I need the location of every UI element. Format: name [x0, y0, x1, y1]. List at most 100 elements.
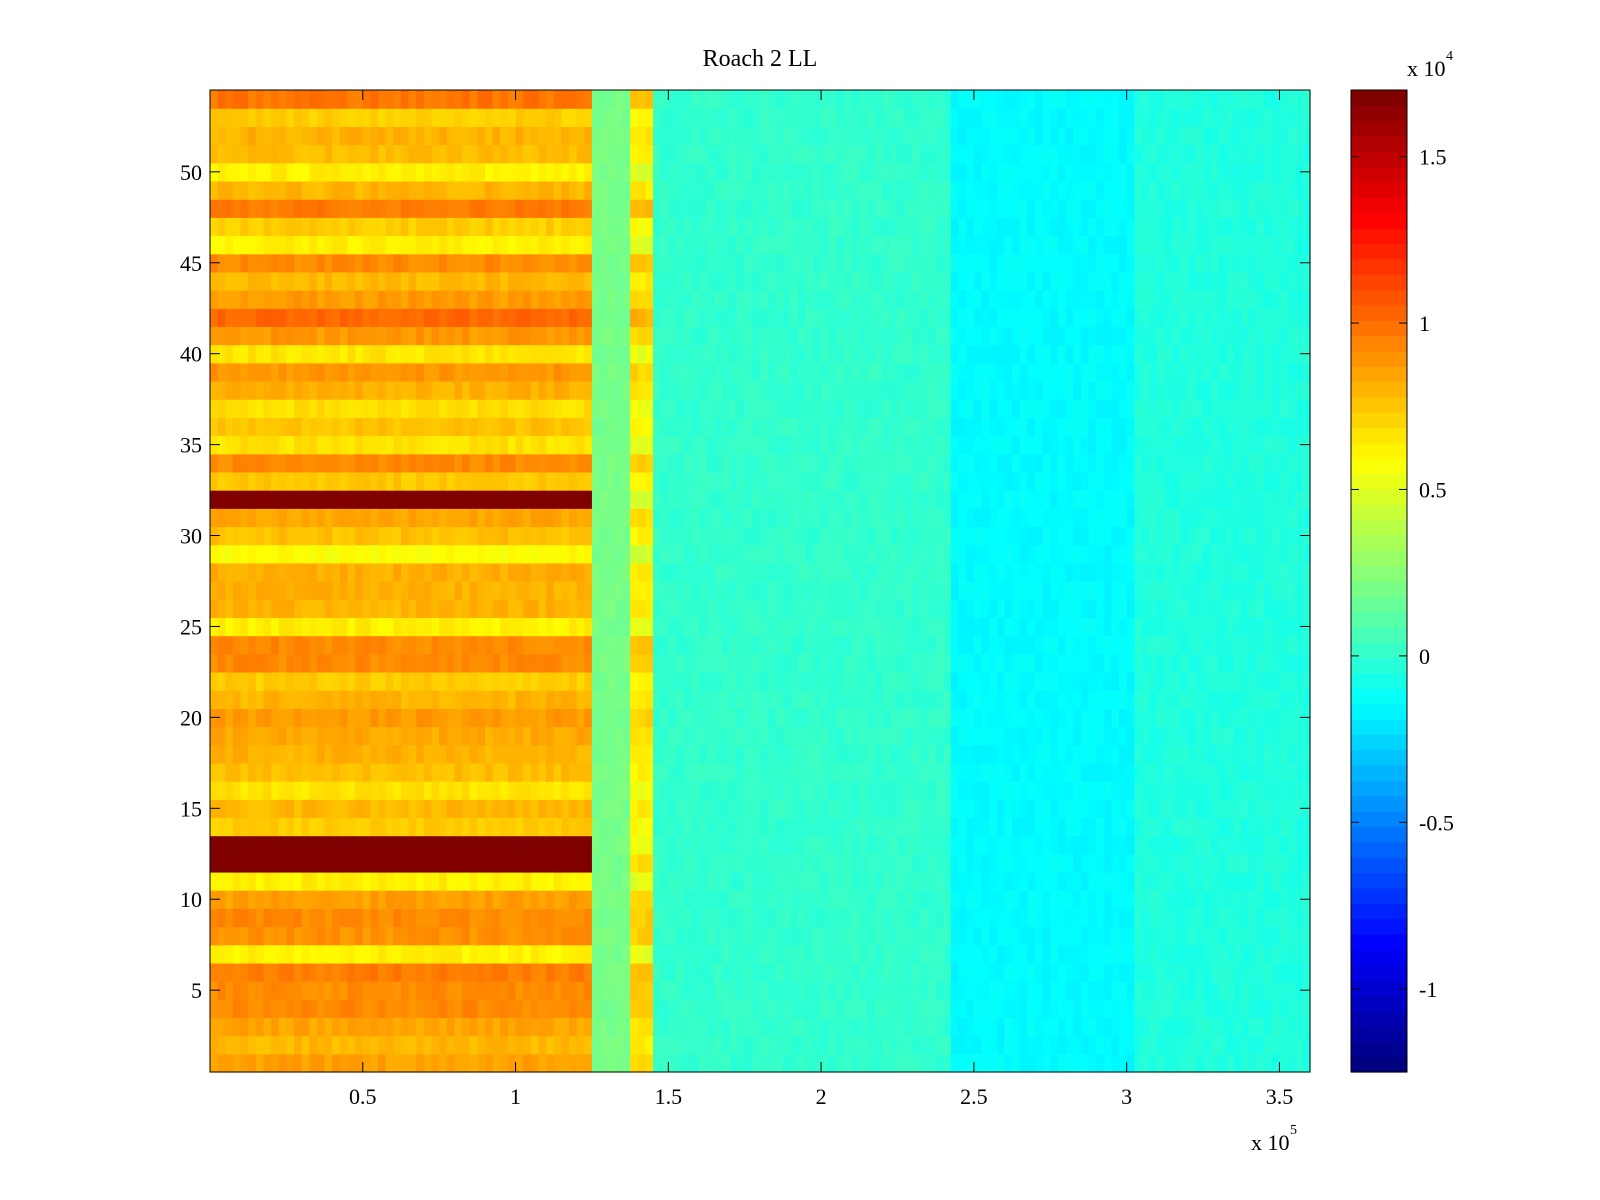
heatmap-cell: [530, 781, 540, 800]
heatmap-cell: [1080, 908, 1090, 928]
heatmap-cell: [668, 871, 677, 891]
heatmap-cell: [1256, 962, 1265, 982]
heatmap-cell: [882, 762, 891, 782]
heatmap-cell: [706, 981, 715, 1000]
heatmap-cell: [706, 453, 715, 473]
heatmap-cell: [1225, 1035, 1235, 1055]
heatmap-cell: [546, 671, 555, 691]
heatmap-cell: [569, 981, 578, 1000]
heatmap-cell: [584, 653, 593, 673]
heatmap-cell: [1164, 908, 1174, 928]
heatmap-cell: [309, 762, 318, 782]
heatmap-cell: [1134, 1035, 1143, 1055]
heatmap-cell: [729, 781, 738, 800]
heatmap-cell: [569, 490, 578, 509]
heatmap-cell: [721, 453, 731, 473]
heatmap-cell: [1073, 871, 1082, 891]
heatmap-cell: [851, 944, 860, 964]
heatmap-cell: [400, 817, 410, 837]
heatmap-cell: [1218, 690, 1227, 709]
heatmap-cell: [400, 471, 410, 491]
heatmap-cell: [844, 890, 853, 909]
heatmap-cell: [950, 762, 960, 782]
heatmap-cell: [393, 817, 402, 837]
heatmap-cell: [385, 999, 394, 1019]
heatmap-cell: [813, 762, 822, 782]
heatmap-cell: [989, 1017, 998, 1037]
heatmap-cell: [1073, 635, 1082, 655]
heatmap-cell: [523, 871, 532, 891]
heatmap-cell: [1050, 490, 1059, 509]
heatmap-cell: [263, 490, 272, 509]
heatmap-cell: [591, 562, 601, 582]
heatmap-cell: [760, 1053, 769, 1073]
heatmap-cell: [507, 853, 517, 873]
heatmap-cell: [897, 926, 906, 946]
heatmap-cell: [874, 890, 883, 909]
heatmap-cell: [1302, 599, 1311, 618]
heatmap-cell: [332, 981, 341, 1000]
heatmap-cell: [675, 890, 685, 909]
heatmap-cell: [347, 926, 356, 946]
heatmap-cell: [920, 526, 929, 546]
heatmap-cell: [362, 999, 372, 1019]
heatmap-cell: [973, 781, 983, 800]
heatmap-cell: [996, 690, 1006, 709]
heatmap-cell: [813, 981, 822, 1000]
heatmap-cell: [485, 508, 494, 528]
heatmap-cell: [668, 708, 677, 728]
heatmap-cell: [423, 926, 433, 946]
heatmap-cell: [576, 890, 585, 909]
heatmap-cell: [454, 999, 463, 1019]
heatmap-cell: [370, 508, 379, 528]
heatmap-cell: [1256, 1035, 1265, 1055]
heatmap-cell: [538, 799, 547, 819]
heatmap-cell: [912, 835, 922, 855]
heatmap-cell: [630, 744, 639, 764]
heatmap-cell: [1012, 653, 1021, 673]
heatmap-cell: [798, 999, 807, 1019]
heatmap-cell: [607, 453, 616, 473]
heatmap-cell: [576, 926, 585, 946]
heatmap-cell: [248, 453, 257, 473]
heatmap-cell: [1210, 890, 1219, 909]
heatmap-cell: [1103, 599, 1112, 618]
heatmap-cell: [446, 908, 456, 928]
heatmap-cell: [1134, 635, 1143, 655]
heatmap-cell: [439, 526, 448, 546]
heatmap-cell: [782, 744, 792, 764]
heatmap-cell: [1264, 490, 1273, 509]
heatmap-cell: [622, 562, 631, 582]
heatmap-cell: [729, 490, 738, 509]
heatmap-cell: [1271, 726, 1281, 746]
heatmap-cell: [851, 799, 860, 819]
heatmap-cell: [286, 435, 295, 455]
heatmap-cell: [1195, 999, 1204, 1019]
heatmap-cell: [614, 581, 624, 600]
heatmap-cell: [1180, 962, 1189, 982]
heatmap-cell: [645, 526, 654, 546]
heatmap-cell: [286, 653, 295, 673]
heatmap-cell: [316, 508, 326, 528]
heatmap-cell: [485, 690, 494, 709]
heatmap-cell: [943, 853, 952, 873]
heatmap-cell: [546, 1035, 555, 1055]
heatmap-cell: [500, 908, 509, 928]
heatmap-cell: [309, 508, 318, 528]
heatmap-cell: [1279, 508, 1288, 528]
heatmap-cell: [423, 944, 433, 964]
heatmap-cell: [653, 617, 662, 637]
heatmap-cell: [1225, 508, 1235, 528]
heatmap-cell: [851, 653, 860, 673]
heatmap-cell: [989, 544, 998, 564]
heatmap-cell: [668, 581, 677, 600]
heatmap-cell: [996, 762, 1006, 782]
heatmap-cell: [591, 544, 601, 564]
heatmap-cell: [966, 690, 975, 709]
heatmap-cell: [691, 708, 700, 728]
heatmap-cell: [1218, 999, 1227, 1019]
heatmap-cell: [798, 817, 807, 837]
heatmap-cell: [1057, 635, 1067, 655]
heatmap-cell: [294, 453, 303, 473]
heatmap-cell: [232, 690, 242, 709]
